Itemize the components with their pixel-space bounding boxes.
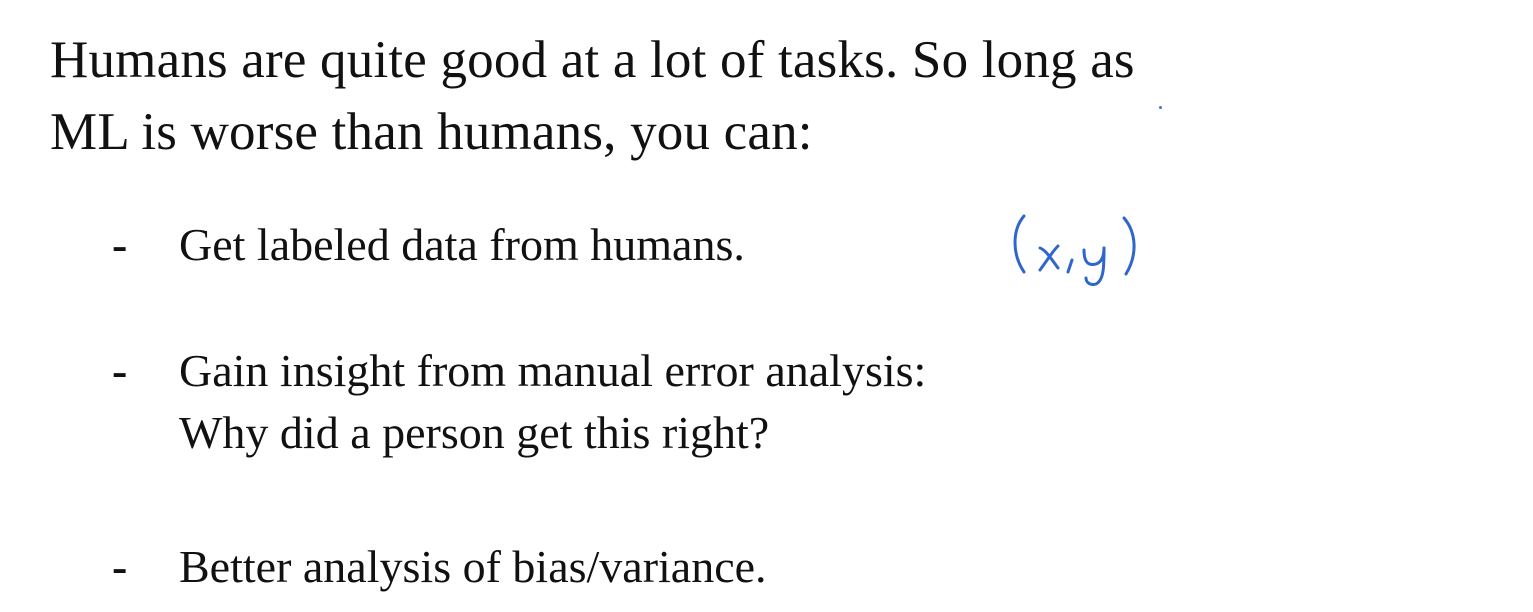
- ink-y-stroke-2: [1084, 246, 1106, 286]
- ink-comma: [1066, 258, 1074, 274]
- bullet-marker: -: [112, 345, 128, 396]
- ink-x-stroke-2: [1038, 244, 1060, 272]
- bullet-line: Better analysis of bias/variance.: [179, 541, 767, 592]
- heading-line-1: Humans are quite good at a lot of tasks.…: [50, 31, 1135, 89]
- bullet-line: Get labeled data from humans.: [179, 219, 745, 270]
- bullet-marker: -: [112, 219, 128, 270]
- bullet-text: Better analysis of bias/variance.: [179, 536, 767, 598]
- handwritten-xy-annotation: [1013, 214, 1136, 286]
- ink-right-paren: [1122, 216, 1136, 276]
- ink-left-paren: [1013, 214, 1026, 274]
- bullet-line: Why did a person get this right?: [179, 407, 770, 458]
- bullet-line: Gain insight from manual error analysis:: [179, 345, 927, 396]
- bullet-text: Gain insight from manual error analysis:…: [179, 340, 926, 464]
- bullet-text: Get labeled data from humans.: [179, 214, 745, 276]
- ink-y-stroke-1: [1082, 246, 1106, 266]
- heading-line-2: ML is worse than humans, you can:: [50, 103, 813, 161]
- bullet-marker: -: [112, 541, 128, 592]
- stray-ink-dot: [1159, 106, 1162, 109]
- slide-heading: Humans are quite good at a lot of tasks.…: [50, 24, 1470, 168]
